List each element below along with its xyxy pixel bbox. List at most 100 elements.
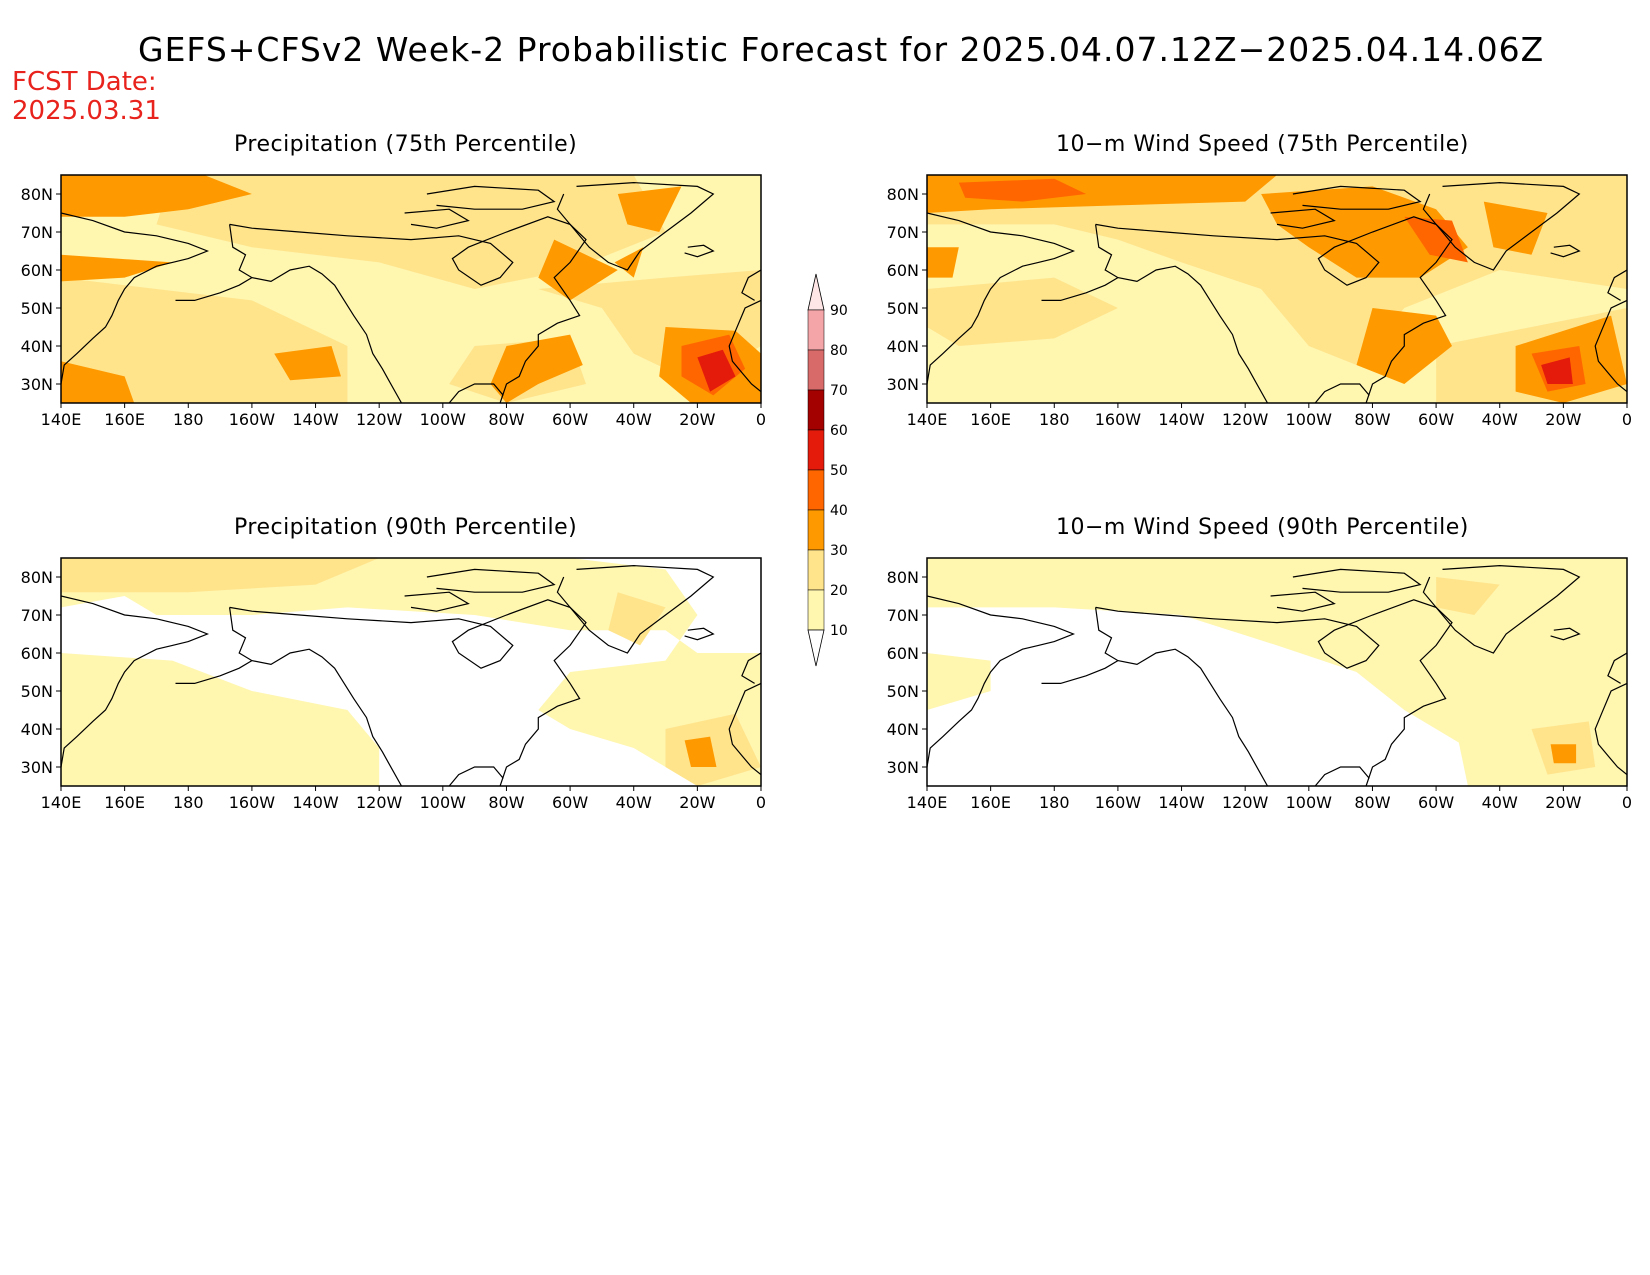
lon-tick-label: 20W (679, 410, 715, 429)
coastline (741, 652, 761, 684)
colorbar-swatch (807, 469, 825, 511)
coastline (404, 208, 470, 229)
panel-title-precip-75: Precipitation (75th Percentile) (234, 132, 578, 157)
probability-region (1483, 201, 1548, 255)
probability-region (156, 175, 666, 289)
lon-tick-label: 80W (488, 793, 524, 812)
coastline (927, 212, 1076, 385)
lat-tick-label: 50N (887, 682, 919, 701)
lat-tick-label: 40N (21, 720, 53, 739)
lon-tick-label: 20W (1545, 410, 1581, 429)
lon-tick-label: 140E (41, 793, 82, 812)
coastline (175, 277, 253, 301)
probability-region (490, 334, 583, 403)
lon-tick-label: 120W (1222, 410, 1269, 429)
lat-tick-label: 60N (21, 261, 53, 280)
lon-tick-label: 140W (292, 410, 339, 429)
coastline (1314, 766, 1370, 786)
lat-tick-label: 40N (21, 337, 53, 356)
coastline (1594, 299, 1627, 393)
coastline (1550, 244, 1581, 258)
coastline (404, 591, 470, 612)
coastline (448, 766, 504, 786)
coastlines (927, 181, 1627, 403)
lon-tick-label: 100W (420, 793, 467, 812)
lat-tick-label: 80N (21, 568, 53, 587)
lat-tick-label: 40N (887, 720, 919, 739)
lon-tick-label: 180 (1039, 793, 1070, 812)
colorbar-label: 70 (830, 383, 848, 399)
lat-tick-label: 30N (21, 375, 53, 394)
main-title: GEFS+CFSv2 Week-2 Probabilistic Forecast… (138, 30, 1545, 69)
coastline (1041, 277, 1119, 301)
colorbar-label: 80 (830, 343, 848, 359)
coastline (728, 682, 761, 776)
probability-region (1550, 744, 1577, 764)
lon-tick-label: 60W (1418, 793, 1454, 812)
probability-region (1436, 577, 1500, 615)
lon-tick-label: 180 (1039, 410, 1070, 429)
coastline (61, 212, 210, 385)
panel-title-precip-90: Precipitation (90th Percentile) (234, 515, 578, 540)
lon-tick-label: 120W (1222, 793, 1269, 812)
probability-region (61, 277, 348, 403)
lon-tick-label: 80W (1354, 410, 1390, 429)
coastline (741, 269, 761, 301)
coastline (1607, 269, 1627, 301)
colorbar-swatch (807, 309, 825, 351)
shaded-field (61, 558, 761, 786)
probability-region (617, 186, 682, 232)
coastline (1041, 660, 1119, 684)
lat-tick-label: 80N (21, 185, 53, 204)
coastline (426, 568, 556, 593)
lon-tick-label: 20W (1545, 793, 1581, 812)
lon-tick-label: 0 (1622, 793, 1632, 812)
plot-frame (926, 174, 1628, 404)
lon-tick-label: 160W (229, 793, 276, 812)
lon-tick-label: 120W (356, 410, 403, 429)
lat-tick-label: 80N (887, 568, 919, 587)
lat-tick-label: 50N (21, 299, 53, 318)
coastline (1422, 564, 1581, 654)
lon-tick-label: 100W (1286, 410, 1333, 429)
probability-region (927, 653, 991, 710)
colorbar: 90 80 70 60 50 40 30 20 10 (807, 273, 848, 667)
coastline (229, 216, 587, 403)
coastlines (927, 564, 1627, 786)
lat-tick-label: 30N (887, 758, 919, 777)
probability-region (274, 346, 341, 381)
probability-region (1541, 357, 1573, 384)
map-panel-precip-75: 140E 160E 180 160W 140W 120W 100W 80W 60W 40W 20W 0… (21, 174, 766, 429)
probability-region (665, 713, 761, 786)
colorbar-swatch (807, 429, 825, 471)
lon-tick-label: 180 (173, 410, 204, 429)
lon-tick-label: 180 (173, 793, 204, 812)
probability-region (61, 254, 173, 282)
lon-tick-label: 140E (41, 410, 82, 429)
colorbar-swatch (807, 589, 825, 631)
colorbar-cap-top (807, 273, 825, 311)
lat-tick-label: 70N (21, 223, 53, 242)
lon-tick-label: 40W (1482, 410, 1518, 429)
forecast-date-label: FCST Date: (12, 67, 157, 97)
colorbar-swatch (807, 549, 825, 591)
lat-tick-label: 80N (887, 185, 919, 204)
colorbar-swatch (807, 389, 825, 431)
lon-tick-label: 160W (229, 410, 276, 429)
coastline (1314, 383, 1370, 403)
lon-tick-label: 100W (1286, 793, 1333, 812)
lon-tick-label: 80W (488, 410, 524, 429)
coastline (175, 660, 253, 684)
coastline (927, 595, 1076, 768)
probability-region (958, 178, 1087, 202)
lon-tick-label: 140W (292, 793, 339, 812)
colorbar-swatch (807, 349, 825, 391)
probability-region (927, 558, 1627, 786)
coastline (1594, 682, 1627, 776)
probability-region (538, 239, 618, 301)
lat-tick-label: 70N (21, 606, 53, 625)
coastline (1292, 185, 1422, 210)
map-panel-wind-75: 140E 160E 180 160W 140W 120W 100W 80W 60W 40W 20W 0… (887, 174, 1632, 429)
lon-tick-label: 40W (1482, 793, 1518, 812)
colorbar-label: 20 (830, 583, 848, 599)
